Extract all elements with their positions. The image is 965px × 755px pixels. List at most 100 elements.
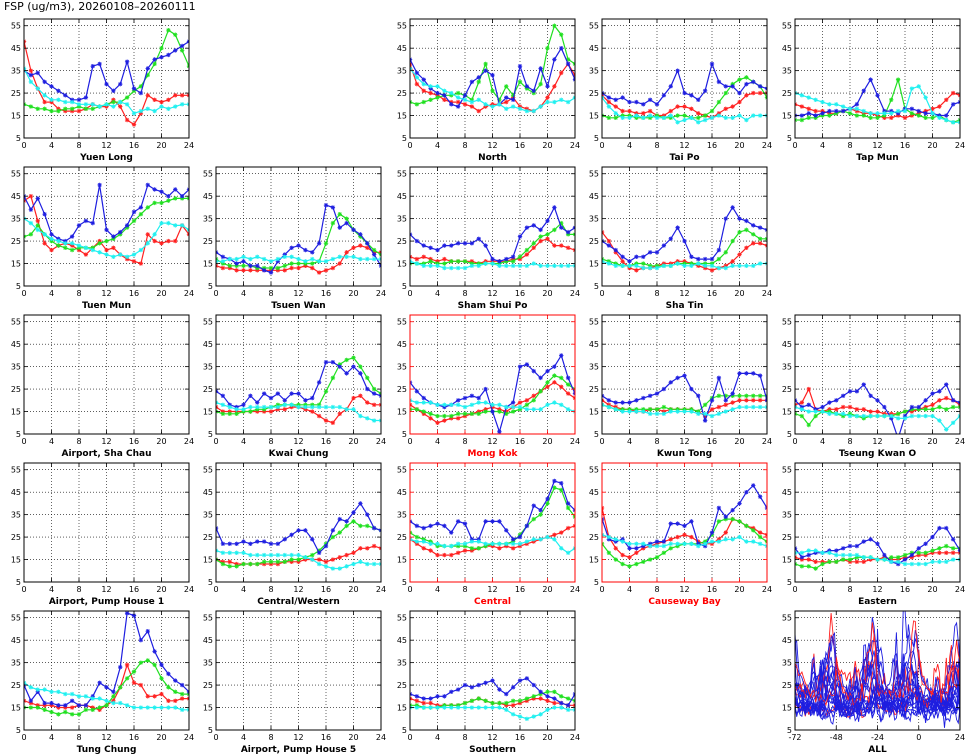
data-point-red	[620, 259, 625, 264]
data-point-red	[820, 108, 825, 114]
data-point-blue	[702, 418, 708, 423]
data-point-cyan	[813, 409, 818, 414]
data-point-blue	[620, 95, 625, 100]
data-point-blue	[455, 398, 461, 403]
data-point-red	[682, 532, 687, 538]
data-point-cyan	[654, 265, 660, 271]
data-point-green	[337, 362, 342, 367]
data-point-blue	[28, 207, 34, 212]
data-point-blue	[916, 404, 921, 410]
data-point-cyan	[275, 404, 281, 410]
data-point-cyan	[111, 104, 116, 109]
x-tick-label: 24	[184, 437, 194, 446]
data-point-cyan	[661, 411, 667, 416]
data-point-cyan	[820, 550, 825, 556]
x-tick-label: 24	[955, 733, 965, 742]
data-point-red	[730, 104, 735, 109]
data-point-green	[524, 696, 530, 701]
data-point-green	[421, 409, 426, 414]
data-point-cyan	[868, 111, 873, 116]
data-point-blue	[104, 227, 109, 233]
data-point-green	[813, 115, 818, 120]
y-tick-label: 35	[203, 659, 213, 668]
data-point-blue	[462, 395, 468, 401]
x-tick-label: 20	[734, 585, 744, 594]
data-point-cyan	[261, 256, 267, 262]
data-point-green	[428, 539, 433, 544]
y-tick-label: 55	[782, 466, 792, 475]
data-point-blue	[510, 685, 516, 690]
data-point-red	[552, 243, 557, 248]
data-point-blue	[730, 205, 735, 210]
data-point-cyan	[435, 402, 440, 408]
data-point-cyan	[428, 400, 433, 405]
x-tick-label: 0	[407, 437, 412, 446]
data-point-blue	[124, 59, 130, 64]
data-point-cyan	[76, 694, 82, 699]
panel-title: Central/Western	[257, 597, 340, 607]
data-point-cyan	[166, 106, 171, 112]
data-point-red	[895, 557, 901, 562]
data-point-green	[35, 223, 40, 228]
data-point-cyan	[275, 256, 281, 262]
data-point-cyan	[661, 263, 667, 268]
data-point-green	[28, 705, 34, 710]
data-point-cyan	[552, 400, 557, 405]
data-point-blue	[882, 552, 887, 558]
data-point-blue	[483, 68, 488, 73]
data-point-blue	[799, 555, 805, 560]
x-tick-label: 8	[654, 141, 659, 150]
data-point-red	[166, 238, 171, 244]
x-tick-label: 20	[348, 437, 358, 446]
data-point-red	[861, 407, 866, 412]
data-point-green	[227, 564, 232, 569]
data-point-cyan	[723, 265, 728, 271]
data-point-green	[647, 557, 653, 562]
y-tick-label: 5	[787, 430, 792, 439]
series-line-blue	[216, 502, 381, 554]
x-tick-label: 4	[820, 141, 825, 150]
y-tick-label: 35	[11, 363, 21, 372]
data-point-cyan	[358, 559, 363, 564]
data-point-blue	[517, 678, 523, 683]
data-point-cyan	[497, 541, 502, 547]
data-point-cyan	[744, 404, 749, 410]
data-point-cyan	[757, 261, 763, 266]
data-point-red	[442, 552, 447, 558]
data-point-blue	[606, 243, 612, 248]
data-point-red	[483, 104, 488, 109]
y-tick-label: 55	[11, 170, 21, 179]
data-point-blue	[490, 409, 495, 414]
panel-frame	[409, 314, 576, 435]
data-point-blue	[937, 113, 942, 118]
data-point-cyan	[661, 115, 667, 120]
data-point-cyan	[757, 404, 763, 410]
data-point-cyan	[455, 265, 461, 271]
data-point-blue	[875, 541, 880, 547]
data-point-red	[337, 555, 342, 560]
data-point-red	[723, 530, 728, 535]
data-point-cyan	[827, 102, 832, 107]
data-point-green	[90, 245, 95, 251]
data-point-green	[166, 685, 171, 690]
data-point-cyan	[152, 108, 157, 114]
data-point-cyan	[220, 259, 226, 264]
data-point-blue	[414, 694, 420, 699]
data-point-green	[545, 689, 550, 695]
panel-frame	[794, 18, 961, 139]
data-point-cyan	[104, 252, 109, 257]
y-tick-label: 35	[397, 215, 407, 224]
data-point-green	[261, 265, 267, 271]
x-tick-label: 8	[462, 141, 467, 150]
y-tick-label: 55	[11, 466, 21, 475]
data-point-red	[152, 238, 157, 244]
data-point-green	[159, 45, 164, 51]
data-point-cyan	[455, 402, 461, 408]
data-point-cyan	[647, 265, 653, 271]
data-point-green	[358, 234, 363, 239]
data-point-red	[510, 256, 516, 262]
data-point-blue	[330, 205, 336, 210]
data-point-green	[316, 402, 322, 408]
data-point-cyan	[248, 552, 253, 558]
data-point-green	[428, 97, 433, 103]
